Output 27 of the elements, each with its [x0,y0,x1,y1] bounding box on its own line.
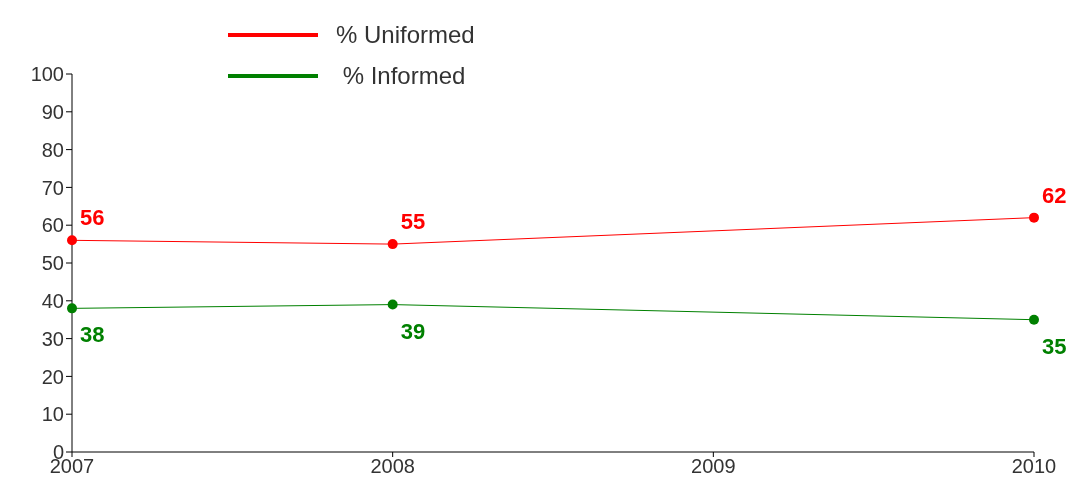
x-tick-label: 2008 [370,455,415,478]
y-tick-label: 80 [41,138,64,161]
data-label: 56 [80,205,105,231]
y-tick-label: 100 [30,63,64,86]
y-tick-label: 90 [41,100,64,123]
data-label: 62 [1042,182,1067,208]
legend-label: % Informed [341,61,466,90]
y-tick-label: 10 [41,403,64,426]
point [387,239,398,250]
x-tick-label: 2010 [1011,455,1057,478]
legend-label: % Uniformed [336,20,475,49]
x-tick-label: 2009 [691,455,736,478]
data-label: 38 [80,322,105,348]
y-tick-label: 40 [41,289,64,312]
data-label: 39 [400,318,426,344]
y-tick-label: 70 [41,176,64,199]
y-tick-label: 60 [41,214,64,237]
y-tick-label: 50 [41,252,64,275]
point [387,299,398,310]
data-label: 35 [1042,333,1067,359]
point [67,235,77,246]
point [1029,314,1039,325]
point [67,303,77,314]
data-label: 55 [400,209,426,235]
y-tick-label: 20 [41,365,64,388]
y-tick-label: 30 [41,327,64,350]
point [1029,212,1039,223]
